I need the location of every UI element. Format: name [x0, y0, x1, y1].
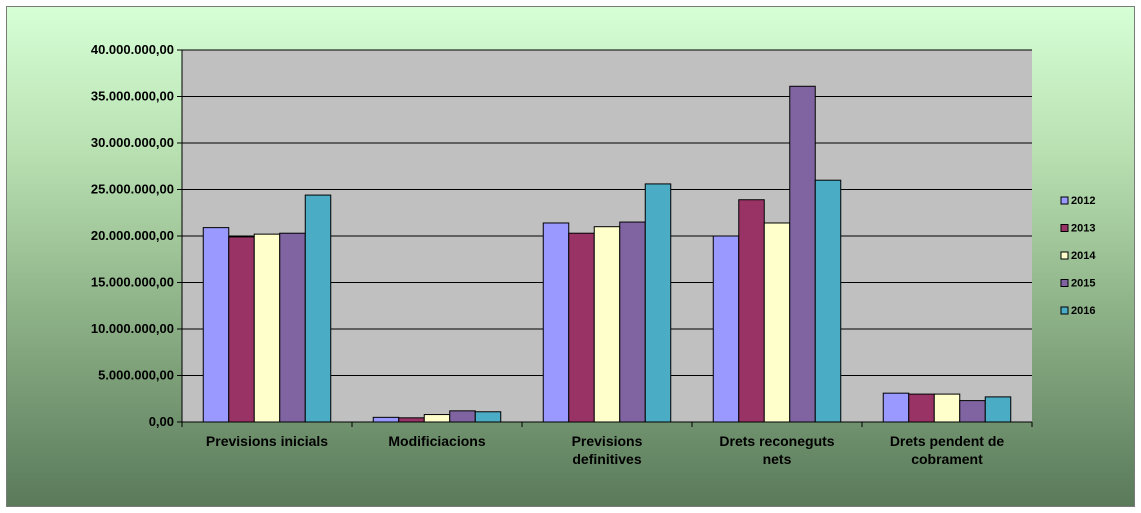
legend-label-2015: 2015: [1071, 278, 1095, 290]
y-tick-label: 25.000.000,00: [91, 182, 174, 197]
y-tick-label: 5.000.000,00: [98, 368, 174, 383]
bar-2016: [474, 411, 502, 423]
bar-2012: [542, 222, 570, 423]
legend-swatch-2013: [1060, 224, 1069, 232]
bar-2013: [228, 236, 255, 423]
x-category-label: definitives: [572, 451, 641, 467]
bar-2014: [933, 393, 961, 423]
bar-2012: [202, 227, 230, 423]
bar-2016: [304, 194, 332, 423]
bar-2012: [882, 392, 910, 423]
bar-2013: [568, 232, 595, 423]
legend-swatch-2012: [1060, 196, 1069, 205]
x-category-label: cobrament: [911, 451, 983, 467]
bar-2014: [253, 233, 281, 423]
bar-2014: [763, 222, 791, 423]
y-tick-label: 30.000.000,00: [91, 135, 174, 150]
bar-2014: [593, 226, 621, 423]
bar-2015: [619, 221, 646, 423]
bar-2015: [279, 232, 306, 423]
bar-2013: [738, 199, 765, 423]
bar-2012: [372, 416, 400, 423]
bar-2015: [789, 85, 816, 423]
legend-label-2012: 2012: [1071, 195, 1095, 207]
legend-label-2016: 2016: [1071, 305, 1095, 317]
x-category-label: Drets reconeguts: [719, 433, 834, 449]
y-tick-label: 10.000.000,00: [91, 321, 174, 336]
y-tick-label: 40.000.000,00: [91, 42, 174, 57]
legend-swatch-2015: [1060, 279, 1069, 287]
bar-2016: [814, 179, 842, 423]
x-category-label: Drets pendent de: [890, 433, 1005, 449]
bar-2012: [712, 235, 740, 423]
y-tick-label: 0,00: [149, 414, 174, 429]
y-tick-label: 15.000.000,00: [91, 275, 174, 290]
bar-2013: [908, 393, 935, 423]
x-category-label: nets: [763, 451, 792, 467]
bar-2014: [423, 414, 451, 423]
x-category-label: Modificiacions: [388, 433, 485, 449]
bar-2015: [449, 410, 476, 423]
bar-2013: [398, 417, 425, 423]
bar-2015: [959, 400, 986, 423]
legend-swatch-2016: [1060, 306, 1069, 315]
bar-2016: [644, 183, 672, 423]
y-tick-label: 35.000.000,00: [91, 89, 174, 104]
legend-swatch-2014: [1060, 251, 1069, 260]
legend-label-2014: 2014: [1071, 250, 1096, 262]
y-tick-label: 20.000.000,00: [91, 228, 174, 243]
x-category-label: Previsions: [572, 433, 643, 449]
x-category-label: Previsions inicials: [206, 433, 328, 449]
legend-label-2013: 2013: [1071, 223, 1095, 235]
bar-2016: [984, 396, 1012, 423]
